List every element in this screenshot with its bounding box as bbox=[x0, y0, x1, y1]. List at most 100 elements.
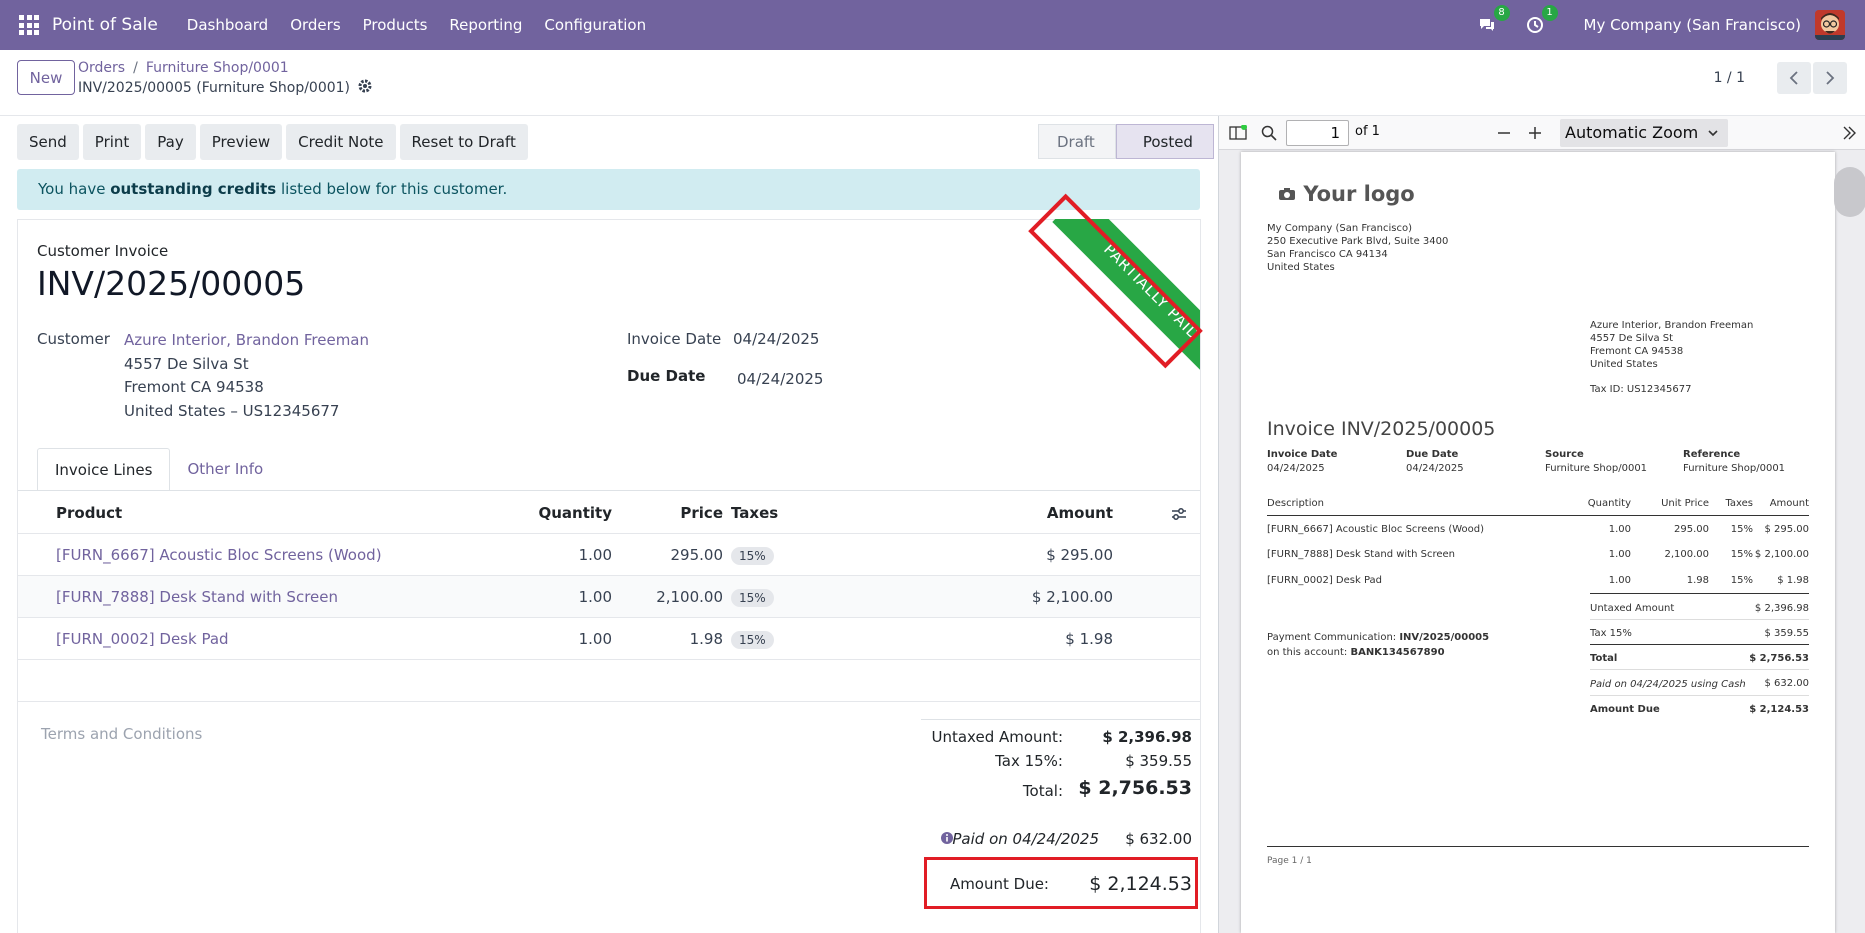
messages-icon[interactable]: 8 bbox=[1476, 5, 1510, 36]
customer-link[interactable]: Azure Interior, Brandon Freeman bbox=[124, 331, 370, 349]
header-quantity[interactable]: Quantity bbox=[538, 504, 613, 522]
pdf-page-input[interactable]: 1 bbox=[1286, 120, 1349, 146]
table-row[interactable]: [FURN_6667] Acoustic Bloc Screens (Wood)… bbox=[18, 534, 1200, 576]
customer-address-country: United States – US12345677 bbox=[124, 402, 340, 420]
invoice-date-label: Invoice Date bbox=[627, 330, 722, 348]
line-price[interactable]: 1.98 bbox=[689, 630, 723, 648]
pdf-row-amount: $ 1.98 bbox=[1777, 575, 1809, 586]
control-panel: New Orders / Furniture Shop/0001 INV/2025/… bbox=[0, 50, 1865, 116]
untaxed-amount-label: Untaxed Amount: bbox=[931, 728, 1064, 746]
line-taxes[interactable]: 15% bbox=[731, 618, 774, 660]
due-date-value[interactable]: 04/24/2025 bbox=[737, 370, 824, 388]
pdf-meta-label: Source bbox=[1545, 449, 1584, 460]
menu-products[interactable]: Products bbox=[362, 16, 428, 34]
line-quantity[interactable]: 1.00 bbox=[578, 588, 612, 606]
gear-icon[interactable] bbox=[358, 79, 372, 97]
line-taxes[interactable]: 15% bbox=[731, 576, 774, 618]
info-circle-icon[interactable] bbox=[940, 831, 954, 849]
zoom-select[interactable]: Automatic Zoom bbox=[1560, 119, 1728, 147]
zoom-out-icon[interactable] bbox=[1497, 126, 1511, 144]
pager-previous-button[interactable] bbox=[1777, 62, 1811, 94]
company-switcher[interactable]: My Company (San Francisco) bbox=[1583, 16, 1801, 34]
empty-line-row[interactable] bbox=[18, 660, 1200, 702]
activities-count-badge: 1 bbox=[1541, 5, 1558, 21]
line-price[interactable]: 295.00 bbox=[670, 546, 724, 564]
line-product[interactable]: [FURN_0002] Desk Pad bbox=[56, 630, 229, 648]
pdf-customer-street: 4557 De Silva St bbox=[1590, 333, 1674, 344]
messages-count-badge: 8 bbox=[1493, 5, 1510, 21]
tax-badge: 15% bbox=[731, 631, 774, 649]
breadcrumb: Orders / Furniture Shop/0001 bbox=[78, 60, 289, 76]
pdf-meta-value: Furniture Shop/0001 bbox=[1683, 463, 1786, 474]
print-button[interactable]: Print bbox=[82, 124, 142, 160]
table-row[interactable]: [FURN_0002] Desk Pad 1.00 1.98 15% $ 1.9… bbox=[18, 618, 1200, 660]
header-product[interactable]: Product bbox=[56, 504, 123, 522]
search-icon[interactable] bbox=[1261, 125, 1277, 145]
pdf-bank-account: on this account: BANK134567890 bbox=[1267, 647, 1445, 658]
line-product[interactable]: [FURN_7888] Desk Stand with Screen bbox=[56, 588, 338, 606]
pdf-payment-communication: Payment Communication: INV/2025/00005 bbox=[1267, 632, 1489, 643]
pager-value[interactable]: 1 / 1 bbox=[1713, 70, 1745, 86]
pdf-totals-divider bbox=[1590, 695, 1809, 696]
breadcrumb-session[interactable]: Furniture Shop/0001 bbox=[145, 60, 289, 76]
pdf-row-price: 2,100.00 bbox=[1664, 549, 1709, 560]
pdf-th-quantity: Quantity bbox=[1587, 498, 1631, 509]
activities-clock-icon[interactable]: 1 bbox=[1524, 5, 1558, 36]
apps-menu-icon[interactable] bbox=[19, 15, 39, 35]
line-quantity[interactable]: 1.00 bbox=[578, 546, 612, 564]
line-price[interactable]: 2,100.00 bbox=[656, 588, 723, 606]
line-taxes[interactable]: 15% bbox=[731, 534, 774, 576]
invoice-date-value[interactable]: 04/24/2025 bbox=[733, 330, 820, 348]
pager-next-button[interactable] bbox=[1813, 62, 1847, 94]
pdf-row-tax: 15% bbox=[1730, 524, 1753, 535]
menu-dashboard[interactable]: Dashboard bbox=[186, 16, 269, 34]
send-button[interactable]: Send bbox=[17, 124, 79, 160]
credit-note-button[interactable]: Credit Note bbox=[286, 124, 396, 160]
pdf-th-taxes: Taxes bbox=[1725, 498, 1753, 509]
sidebar-toggle-icon[interactable] bbox=[1229, 124, 1247, 145]
user-avatar[interactable] bbox=[1815, 10, 1845, 40]
menu-reporting[interactable]: Reporting bbox=[449, 16, 523, 34]
paid-on-label: Paid on 04/24/2025 bbox=[952, 830, 1099, 848]
amount-due-highlight bbox=[924, 857, 1198, 909]
tab-other-info[interactable]: Other Info bbox=[187, 460, 264, 478]
pdf-footer-page: Page 1 / 1 bbox=[1267, 856, 1312, 866]
preview-button[interactable]: Preview bbox=[199, 124, 283, 160]
pdf-total-label: Untaxed Amount bbox=[1590, 603, 1675, 614]
new-button[interactable]: New bbox=[17, 60, 75, 95]
pdf-total-value: $ 2,396.98 bbox=[1754, 603, 1809, 614]
pdf-company-name: My Company (San Francisco) bbox=[1267, 223, 1412, 234]
pdf-company-city: San Francisco CA 94134 bbox=[1267, 249, 1388, 260]
pdf-totals-divider bbox=[1590, 619, 1809, 620]
app-name[interactable]: Point of Sale bbox=[52, 15, 158, 35]
reset-to-draft-button[interactable]: Reset to Draft bbox=[399, 124, 528, 160]
status-draft[interactable]: Draft bbox=[1038, 124, 1116, 159]
terms-and-conditions-field[interactable]: Terms and Conditions bbox=[41, 725, 203, 743]
line-quantity[interactable]: 1.00 bbox=[578, 630, 612, 648]
optional-columns-icon[interactable] bbox=[1171, 507, 1187, 521]
total-label: Total: bbox=[1022, 782, 1063, 800]
tab-invoice-lines[interactable]: Invoice Lines bbox=[37, 448, 171, 491]
header-price[interactable]: Price bbox=[680, 504, 723, 522]
pdf-row-amount: $ 2,100.00 bbox=[1754, 549, 1809, 560]
table-row[interactable]: [FURN_7888] Desk Stand with Screen 1.00 … bbox=[18, 576, 1200, 618]
pdf-floating-handle[interactable] bbox=[1834, 167, 1865, 217]
header-taxes[interactable]: Taxes bbox=[731, 504, 779, 522]
pay-button[interactable]: Pay bbox=[145, 124, 196, 160]
breadcrumb-orders[interactable]: Orders bbox=[78, 60, 126, 76]
tools-expand-icon[interactable] bbox=[1841, 125, 1857, 145]
pdf-invoice-title: Invoice INV/2025/00005 bbox=[1267, 418, 1496, 440]
header-amount[interactable]: Amount bbox=[1046, 504, 1113, 522]
status-posted[interactable]: Posted bbox=[1115, 124, 1214, 159]
pdf-total-label: Tax 15% bbox=[1590, 628, 1632, 639]
total-value: $ 2,756.53 bbox=[1078, 777, 1192, 799]
tab-divider bbox=[18, 490, 1200, 491]
pdf-meta-value: Furniture Shop/0001 bbox=[1545, 463, 1648, 474]
menu-configuration[interactable]: Configuration bbox=[544, 16, 647, 34]
paid-amount-value: $ 632.00 bbox=[1125, 830, 1192, 848]
camera-icon bbox=[1278, 182, 1303, 206]
line-product[interactable]: [FURN_6667] Acoustic Bloc Screens (Wood) bbox=[56, 546, 382, 564]
menu-orders[interactable]: Orders bbox=[290, 16, 341, 34]
chevron-down-icon bbox=[1708, 130, 1718, 137]
zoom-in-icon[interactable] bbox=[1528, 126, 1542, 144]
